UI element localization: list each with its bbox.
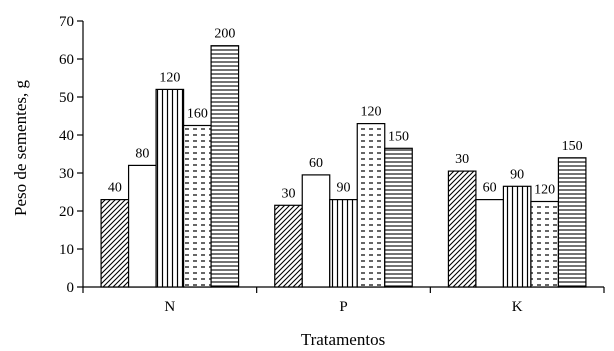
bar (356, 122, 386, 288)
bar-data-label: 30 (455, 152, 469, 167)
y-tick-label: 10 (59, 242, 74, 258)
bar-labels: 40 80 120 160 200 30 60 90 120 150 30 60 90 120 150 (108, 27, 583, 202)
bar-data-label: 80 (135, 146, 149, 161)
bar-data-label: 90 (510, 167, 524, 182)
bar (475, 199, 505, 288)
bar-data-label: 120 (159, 70, 180, 85)
bar (530, 200, 560, 288)
x-tick-label: P (339, 299, 347, 315)
bar (210, 45, 240, 288)
bar-data-label: 150 (388, 129, 409, 144)
bar (182, 124, 212, 288)
y-tick-label: 40 (59, 128, 74, 144)
bar-data-label: 200 (214, 27, 235, 42)
bar (329, 199, 358, 288)
bar (557, 157, 587, 288)
bar (127, 164, 157, 288)
axes: 0 10 20 30 40 50 60 70 N P K (59, 14, 605, 315)
x-tick-label: N (164, 299, 175, 315)
bar (384, 147, 413, 288)
bar-data-label: 120 (361, 105, 382, 120)
bar (155, 88, 185, 288)
x-tick-label: K (512, 299, 523, 315)
bar-data-label: 40 (108, 181, 122, 196)
bar-data-label: 60 (309, 156, 323, 171)
bar-data-label: 150 (562, 139, 583, 154)
bar-data-label: 160 (187, 107, 208, 122)
y-tick-label: 70 (59, 14, 74, 30)
y-tick-label: 0 (67, 280, 75, 296)
y-tick-label: 60 (59, 52, 74, 68)
bar-data-label: 60 (483, 181, 497, 196)
bar (447, 170, 477, 288)
bar (301, 174, 331, 288)
bar (100, 199, 130, 288)
bar-data-label: 120 (534, 183, 555, 198)
y-tick-label: 20 (59, 204, 74, 220)
y-axis-title: Peso de sementes, g (11, 80, 30, 216)
bar-data-label: 30 (282, 186, 296, 201)
x-axis-title: Tratamentos (301, 330, 385, 349)
bar (274, 204, 303, 288)
bar-data-label: 90 (337, 181, 351, 196)
bar (502, 185, 532, 288)
bars (100, 45, 587, 288)
y-tick-label: 30 (59, 166, 74, 182)
y-tick-label: 50 (59, 90, 74, 106)
